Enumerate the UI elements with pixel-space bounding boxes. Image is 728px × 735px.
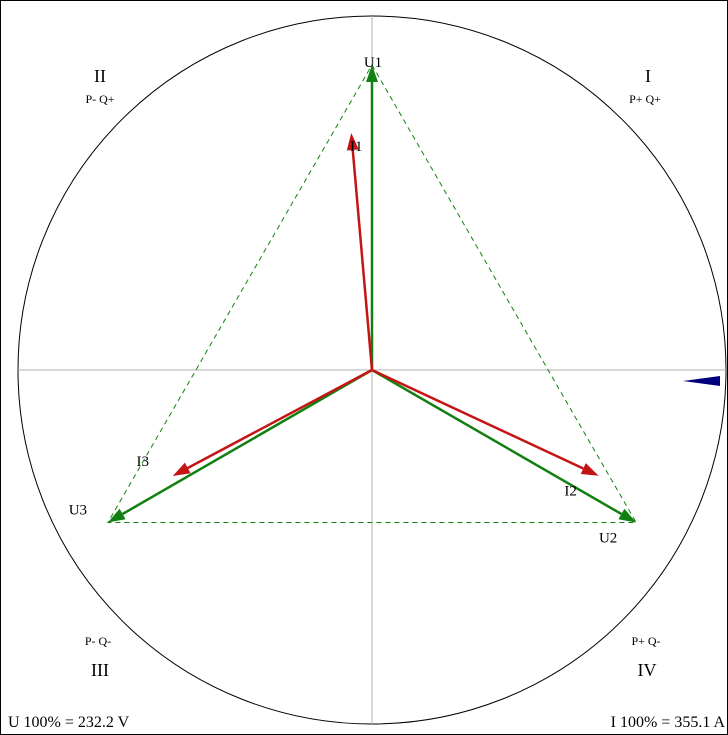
current-phasor-i3-label: I3 <box>136 454 149 470</box>
voltage-phasor-u2-arrowhead <box>618 508 637 523</box>
reference-marker <box>683 376 720 386</box>
current-phasor-i1-shaft <box>351 149 374 371</box>
voltage-triangle <box>106 64 638 523</box>
voltage-phasor-u3-label: U3 <box>69 503 87 519</box>
quadrant-I-numeral: I <box>645 66 651 86</box>
current-phasor-i1-label: I1 <box>350 139 363 155</box>
current-phasor-i2-shaft <box>371 368 584 470</box>
voltage-phasor-u2-shaft <box>371 368 623 516</box>
voltage-phasor-u3-arrowhead <box>107 508 126 523</box>
current-scale-label: I 100% = 355.1 A <box>611 714 726 731</box>
quadrant-IV-numeral: IV <box>638 660 657 680</box>
voltage-scale-label: U 100% = 232.2 V <box>8 714 130 731</box>
current-phasor-i1-arrowhead <box>346 133 359 151</box>
quadrant-II-pq: P- Q+ <box>85 92 114 106</box>
quadrant-II-numeral: II <box>94 66 106 86</box>
current-phasor-i3-shaft <box>187 368 373 470</box>
voltage-phasor-u3-shaft <box>121 368 373 516</box>
quadrant-IV-pq: P+ Q- <box>631 634 660 648</box>
quadrant-III-numeral: III <box>91 660 109 680</box>
current-phasor-i2-label: I2 <box>564 484 577 500</box>
voltage-phasor-u1-label: U1 <box>364 55 382 71</box>
current-phasor-i2-arrowhead <box>580 463 599 476</box>
quadrant-III-pq: P- Q- <box>85 634 111 648</box>
current-vectors: I1 I2 I3 <box>136 133 599 500</box>
quadrant-I-pq: P+ Q+ <box>629 92 661 106</box>
voltage-phasor-u1-arrowhead <box>366 65 378 82</box>
voltage-phasor-u2-label: U2 <box>599 531 617 547</box>
current-phasor-i3-arrowhead <box>172 462 191 476</box>
voltage-vectors: U1 U2 U3 <box>69 55 637 547</box>
